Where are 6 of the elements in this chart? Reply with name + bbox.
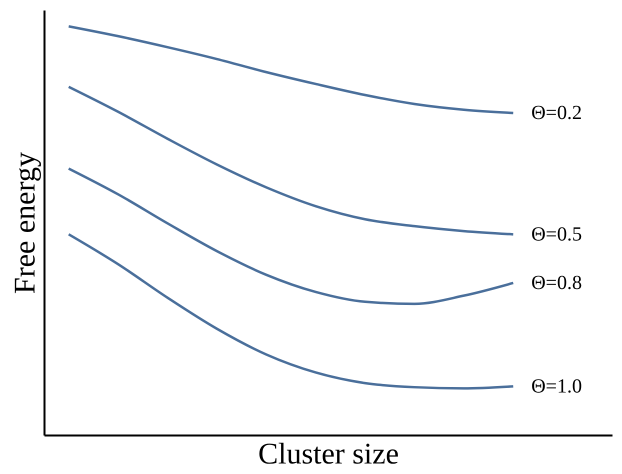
y-axis-title: Free energy [8, 152, 42, 294]
series-label: Θ=0.2 [531, 102, 582, 124]
x-axis-title: Cluster size [258, 438, 399, 470]
series-label: Θ=0.8 [531, 272, 582, 294]
series-label: Θ=0.5 [531, 223, 582, 246]
series-label: Θ=1.0 [531, 375, 582, 398]
